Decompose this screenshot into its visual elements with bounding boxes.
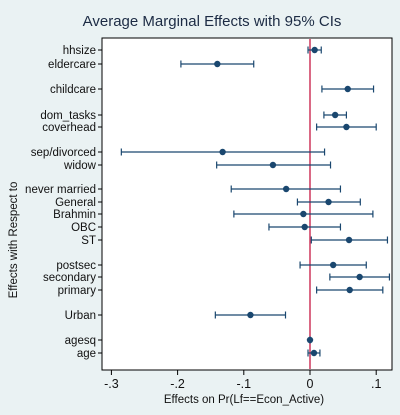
estimate-urban	[214, 311, 287, 319]
y-label-urban: Urban	[65, 310, 96, 322]
y-label-obc: OBC	[71, 222, 96, 234]
point-marker	[311, 46, 318, 54]
chart-title: Average Marginal Effects with 95% CIs	[83, 13, 342, 30]
x-tick-label: -.3	[104, 377, 119, 391]
estimate-age	[307, 349, 321, 357]
point-marker	[346, 286, 353, 294]
point-marker	[306, 336, 314, 344]
estimate-obc	[268, 223, 342, 231]
y-label-general: General	[55, 197, 96, 209]
estimate-primary	[316, 286, 384, 294]
y-label-brahmin: Brahmin	[53, 209, 96, 221]
estimate-widow	[216, 161, 332, 169]
y-label-primary: primary	[58, 285, 97, 297]
y-label-never-married: never married	[25, 184, 96, 196]
point-marker	[329, 261, 337, 269]
chart-marks	[120, 46, 391, 357]
estimate-eldercare	[180, 60, 255, 68]
estimate-never-married	[230, 185, 342, 193]
y-label-coverhead: coverhead	[42, 122, 96, 134]
estimate-coverhead	[316, 123, 377, 131]
point-marker	[300, 210, 307, 218]
y-label-hhsize: hhsize	[63, 45, 96, 57]
point-marker	[325, 198, 332, 206]
x-axis-title: Effects on Pr(Lf==Econ_Active)	[164, 394, 324, 406]
y-label-secondary: secondary	[43, 272, 96, 284]
point-marker	[310, 349, 318, 357]
y-label-sep-divorced: sep/divorced	[31, 147, 96, 159]
point-marker	[247, 311, 254, 319]
estimate-childcare	[321, 85, 375, 93]
point-marker	[343, 123, 350, 131]
estimate-agesq	[306, 336, 314, 344]
point-marker	[219, 148, 226, 156]
y-label-dom-tasks: dom_tasks	[40, 110, 96, 122]
x-tick-label: .1	[371, 377, 381, 391]
estimate-brahmin	[233, 210, 374, 218]
point-marker	[345, 236, 353, 244]
y-label-age: age	[77, 348, 96, 360]
y-label-st: ST	[81, 235, 96, 247]
estimate-st	[310, 236, 389, 244]
estimate-dom-tasks	[323, 111, 348, 119]
x-tick-label: -.1	[237, 377, 252, 391]
y-label-agesq: agesq	[65, 335, 96, 347]
point-marker	[214, 60, 221, 68]
estimate-secondary	[329, 273, 391, 281]
estimate-sep-divorced	[120, 148, 326, 156]
y-category-labels: hhsize eldercare childcare dom_taskscoverhe…	[25, 45, 102, 360]
point-marker	[344, 85, 351, 93]
x-tick-label: -.2	[170, 377, 185, 391]
y-axis-title: Effects with Respect to	[8, 182, 20, 299]
point-marker	[331, 111, 339, 119]
x-tick-label: 0	[307, 377, 314, 391]
y-label-childcare: childcare	[50, 84, 96, 96]
y-label-eldercare: eldercare	[48, 59, 96, 71]
estimate-hhsize	[307, 46, 322, 54]
x-axis: -.3 -.2 -.1 0 .1	[104, 370, 381, 391]
point-marker	[301, 223, 308, 231]
point-marker	[269, 161, 277, 169]
estimate-general	[296, 198, 361, 206]
point-marker	[282, 185, 290, 193]
point-marker	[356, 273, 363, 281]
y-label-postsec: postsec	[56, 260, 96, 272]
y-label-widow: widow	[63, 160, 97, 172]
estimate-postsec	[299, 261, 367, 269]
